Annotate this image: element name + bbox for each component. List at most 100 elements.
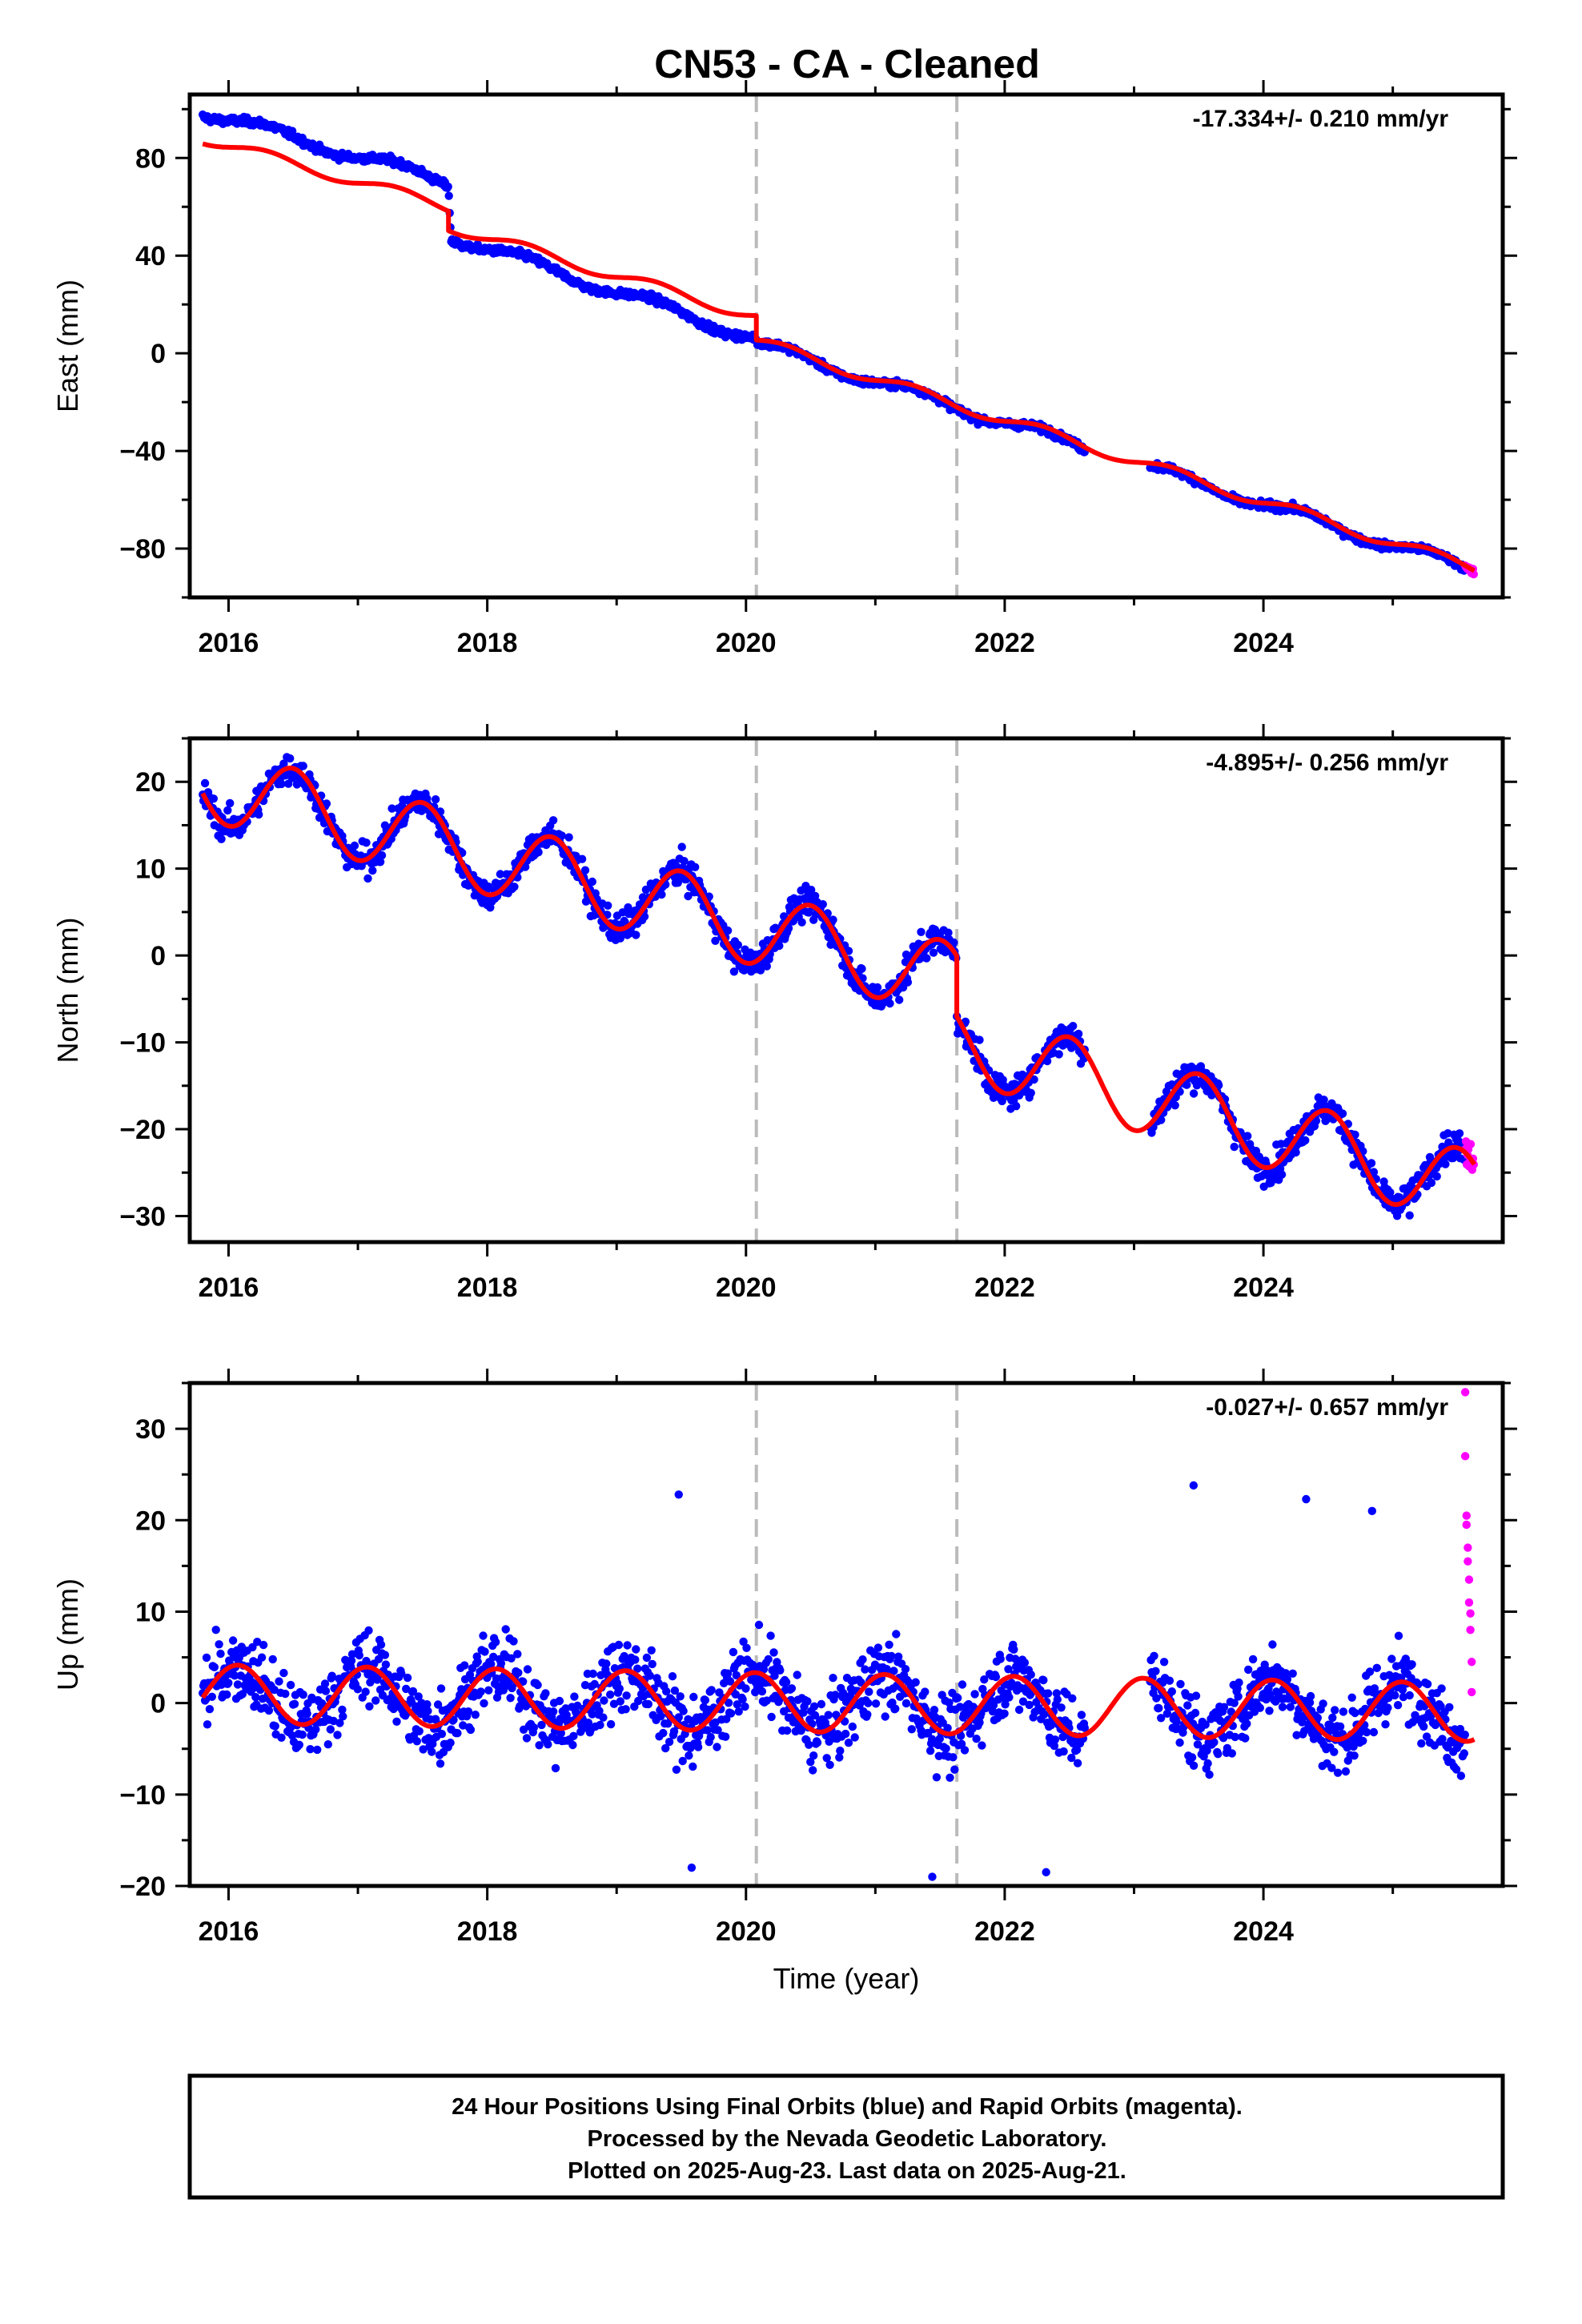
final-orbit-point — [1230, 1142, 1239, 1152]
final-orbit-point — [732, 1671, 741, 1680]
final-orbit-point — [529, 1723, 538, 1732]
final-orbit-point — [1059, 1747, 1068, 1756]
final-orbit-point — [464, 1707, 473, 1716]
final-orbit-point — [1286, 1703, 1295, 1711]
final-orbit-point — [595, 1707, 604, 1715]
final-orbit-point — [376, 1640, 386, 1649]
y-axis-label: North (mm) — [51, 918, 84, 1063]
final-orbit-point — [739, 1637, 748, 1647]
y-axis-label: Up (mm) — [51, 1578, 84, 1691]
final-orbit-point — [257, 1653, 267, 1662]
final-orbit-point — [836, 1747, 845, 1755]
final-orbit-point — [1157, 1714, 1166, 1723]
y-tick-label: 0 — [151, 941, 166, 971]
final-orbit-point — [364, 1626, 373, 1635]
final-orbit-point — [1393, 1701, 1403, 1710]
final-orbit-point — [326, 1725, 335, 1734]
final-orbit-point — [414, 1692, 423, 1701]
final-orbit-point — [1005, 1693, 1014, 1702]
final-orbit-point — [1369, 1727, 1379, 1737]
final-orbit-point — [230, 1671, 239, 1680]
final-orbit-point — [669, 1727, 679, 1736]
final-orbit-point — [271, 1722, 279, 1731]
final-orbit-point — [1350, 1751, 1359, 1760]
final-orbit-point — [361, 1687, 370, 1696]
x-tick-label: 2018 — [457, 628, 518, 658]
final-orbit-point — [1372, 1663, 1382, 1672]
final-orbit-point — [1283, 1675, 1292, 1684]
final-orbit-point — [659, 1728, 668, 1738]
final-orbit-point — [509, 1637, 518, 1646]
final-orbit-point — [1189, 1089, 1199, 1098]
final-orbit-point — [713, 1726, 722, 1735]
final-orbit-point — [1189, 1761, 1199, 1770]
model-curve — [200, 1663, 1476, 1744]
outlier-point — [928, 1872, 937, 1881]
final-orbit-point — [508, 1683, 516, 1693]
final-orbit-point — [1040, 1710, 1049, 1719]
final-orbit-point — [299, 762, 307, 770]
final-orbit-point — [618, 908, 627, 917]
final-orbit-point — [1077, 1711, 1086, 1719]
outlier-point — [1302, 1494, 1311, 1504]
y-tick-label: −10 — [119, 1780, 166, 1811]
x-tick-label: 2018 — [457, 1916, 518, 1947]
final-orbit-point — [215, 1640, 223, 1649]
x-axis-label: Time (year) — [773, 1962, 920, 1995]
final-orbit-point — [259, 1640, 268, 1650]
final-orbit-point — [615, 1684, 624, 1693]
final-orbit-point — [640, 912, 649, 921]
outlier-point — [1189, 1481, 1199, 1490]
final-orbit-point — [942, 1744, 950, 1753]
x-tick-label: 2022 — [974, 1916, 1035, 1947]
final-orbit-point — [205, 1705, 215, 1714]
final-orbit-point — [894, 1652, 903, 1661]
final-orbit-point — [279, 1668, 288, 1678]
final-orbit-point — [1205, 1770, 1214, 1779]
final-orbit-point — [1419, 1722, 1428, 1731]
final-orbit-point — [1331, 1706, 1339, 1715]
final-orbit-point — [217, 834, 226, 844]
footer-line-2: Processed by the Nevada Geodetic Laborat… — [588, 2126, 1107, 2152]
final-orbit-point — [287, 1731, 297, 1740]
final-orbit-point — [1227, 1707, 1236, 1716]
y-axis-label: East (mm) — [51, 279, 84, 412]
final-orbit-point — [775, 941, 784, 951]
final-orbit-point — [1241, 1734, 1250, 1743]
final-orbit-point — [507, 1654, 516, 1663]
final-orbit-point — [251, 1693, 260, 1702]
final-orbit-point — [480, 1699, 488, 1708]
final-orbit-point — [1183, 1701, 1192, 1710]
final-orbit-point — [544, 1740, 552, 1749]
final-orbit-point — [606, 1719, 616, 1729]
final-orbit-point — [465, 1671, 475, 1679]
final-orbit-point — [957, 1739, 966, 1748]
final-orbit-point — [1405, 1691, 1414, 1700]
final-orbit-point — [891, 1704, 900, 1713]
final-orbit-point — [1000, 1709, 1009, 1718]
final-orbit-point — [431, 795, 440, 804]
final-orbit-point — [857, 1678, 865, 1687]
final-orbit-point — [1012, 1102, 1021, 1111]
final-orbit-point — [784, 924, 793, 933]
final-orbit-point — [1235, 1678, 1243, 1687]
rapid-orbit-point — [1460, 1452, 1470, 1461]
final-orbit-point — [805, 1740, 813, 1749]
final-orbit-point — [841, 1729, 850, 1739]
final-orbit-point — [516, 1702, 524, 1711]
final-orbit-point — [844, 1739, 853, 1747]
final-orbit-point — [757, 1687, 767, 1696]
x-tick-label: 2018 — [457, 1273, 518, 1303]
final-orbit-point — [996, 1655, 1005, 1663]
final-orbit-point — [950, 938, 958, 947]
rapid-orbit-point — [1464, 1575, 1474, 1584]
final-orbit-point — [1154, 1703, 1163, 1713]
final-orbit-point — [1407, 1660, 1416, 1669]
outlier-point — [674, 1490, 683, 1499]
final-orbit-point — [769, 1648, 778, 1657]
final-orbit-point — [460, 1661, 469, 1670]
final-orbit-point — [729, 1647, 738, 1657]
final-orbit-point — [1367, 1159, 1376, 1168]
final-orbit-point — [1311, 1116, 1321, 1125]
final-orbit-point — [1067, 1753, 1076, 1763]
